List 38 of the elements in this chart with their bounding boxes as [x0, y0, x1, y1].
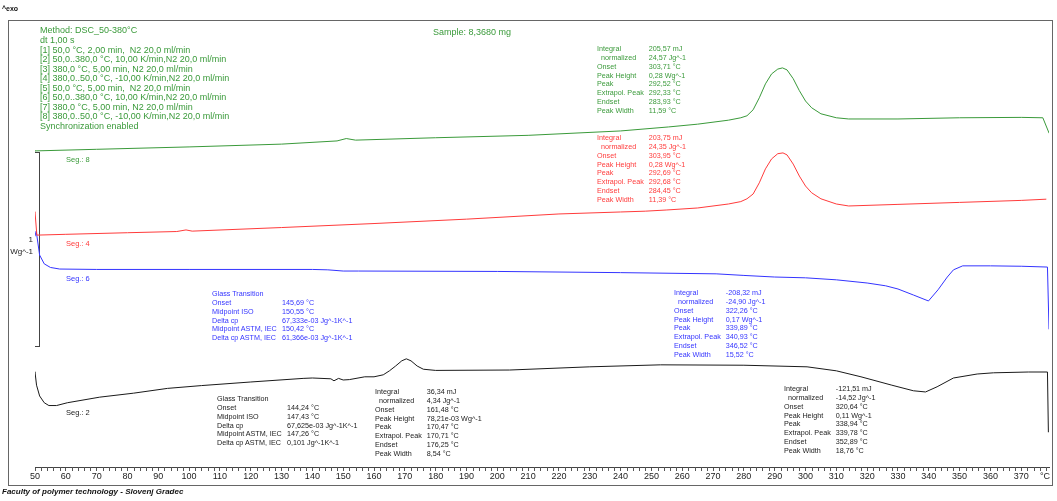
x-tick-label: 60 — [60, 470, 71, 481]
x-tick-label: 370 — [1013, 470, 1029, 481]
x-tick-label: 210 — [520, 470, 536, 481]
x-tick-label: 190 — [458, 470, 474, 481]
x-tick-label: 330 — [890, 470, 906, 481]
x-tick-label: 220 — [551, 470, 567, 481]
x-tick-label: 280 — [736, 470, 752, 481]
x-tick-label: 230 — [582, 470, 598, 481]
x-tick-label: 70 — [91, 470, 102, 481]
x-tick-label: 100 — [181, 470, 197, 481]
x-tick-label: 320 — [859, 470, 875, 481]
x-tick-label: 180 — [428, 470, 444, 481]
y-axis-title: 1 Wg^-1 — [10, 235, 34, 256]
x-axis-title: °C — [1039, 471, 1051, 482]
x-tick-label: 150 — [335, 470, 351, 481]
x-tick-label: 240 — [613, 470, 629, 481]
x-tick-label: 250 — [643, 470, 659, 481]
x-tick-label: 260 — [674, 470, 690, 481]
x-tick-label: 170 — [397, 470, 413, 481]
x-tick-label: 270 — [705, 470, 721, 481]
x-tick-label: 140 — [304, 470, 320, 481]
x-tick-label: 350 — [952, 470, 968, 481]
x-tick-label: 360 — [982, 470, 998, 481]
x-tick-label: 200 — [489, 470, 505, 481]
x-tick-label: 50 — [29, 470, 41, 481]
x-tick-label: 310 — [828, 470, 844, 481]
x-tick-label: 90 — [153, 470, 164, 481]
x-tick-label: 120 — [243, 470, 259, 481]
x-tick-label: 300 — [798, 470, 814, 481]
x-tick-label: 80 — [122, 470, 133, 481]
chart-title: Sample: 8,3680 mg — [432, 27, 512, 38]
x-tick-label: 130 — [274, 470, 290, 481]
x-tick-label: 290 — [767, 470, 783, 481]
x-tick-label: 160 — [366, 470, 382, 481]
text: Faculty of polymer technology - Slovenj Gradec — [2, 487, 184, 497]
x-tick-label: 340 — [921, 470, 937, 481]
x-tick-label: 110 — [212, 470, 228, 481]
text: Method: DSC_50-380°C dt 1,00 s [1] 50,0 °C, 2,00 min, N2 20,0 ml/min [2] 50,0..380,0 °C, 10,00 K/min,N2 20,0 ml/min [3] 380,0 °C, 5,00 min, N2 20,0 ml/min [4] 380,0..50,0 °C, -10,00 K/min,N2 20,0 ml/min [5] 50,0 °C, 5,00 min, N2 20,0 ml/min [6] 50,0..380,0 °C, 10,00 K/min,N2 20,0 ml/min [7] 380,0 °C, 5,00 min, N2 20,0 ml/min [8] 380,0..50,0 °C, -10,00 K/min,N2 20,0 ml/min Synchronization enabled — [40, 25, 230, 131]
